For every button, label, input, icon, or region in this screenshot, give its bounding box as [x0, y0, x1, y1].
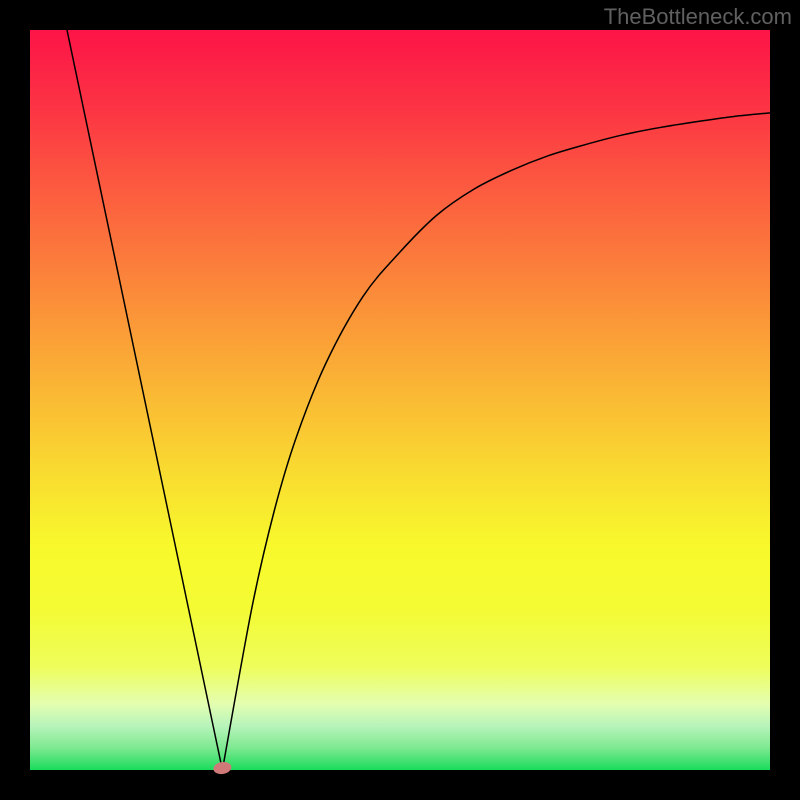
bottleneck-chart: [0, 0, 800, 800]
watermark-label: TheBottleneck.com: [604, 4, 792, 30]
plot-area: [30, 30, 770, 770]
chart-container: TheBottleneck.com: [0, 0, 800, 800]
